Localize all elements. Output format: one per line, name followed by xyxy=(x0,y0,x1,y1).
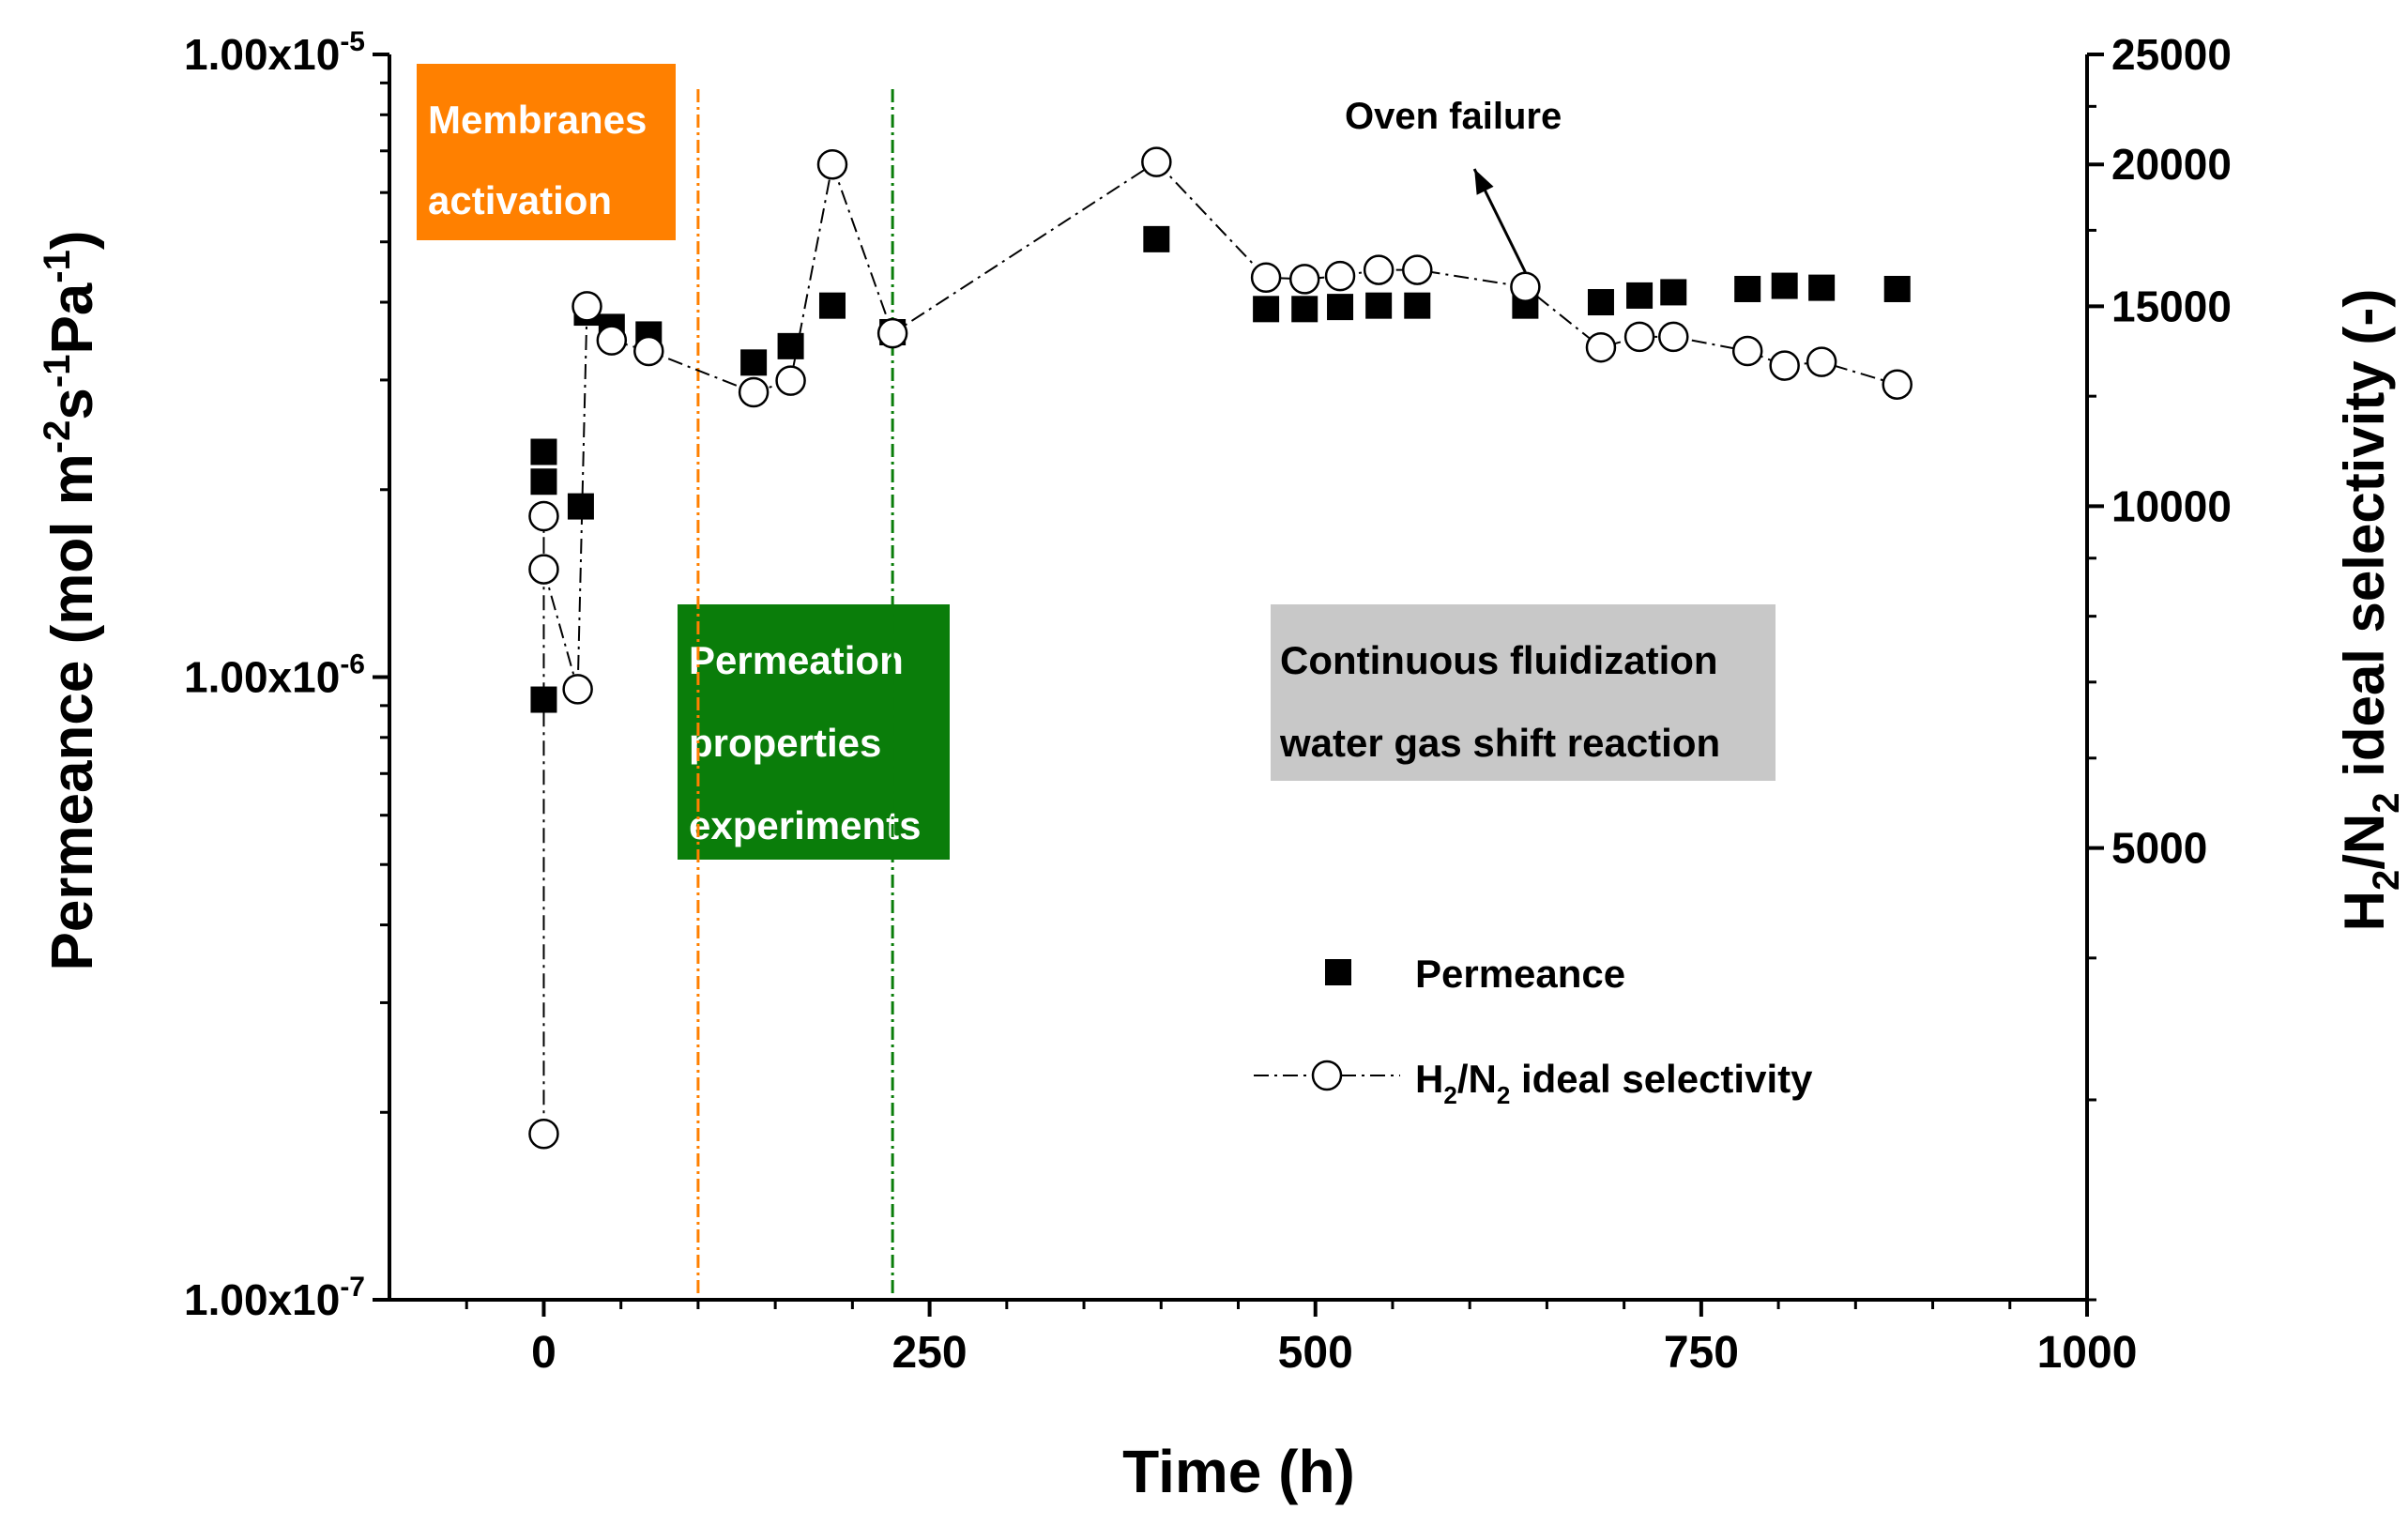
permeance-point xyxy=(1143,225,1170,252)
right-axis-title: H2/N2 ideal selectivity (-) xyxy=(2333,289,2407,932)
membranes-activation-box: Membranes activation xyxy=(417,64,676,240)
permeance-point xyxy=(567,493,594,520)
selectivity-point xyxy=(1324,260,1356,292)
selectivity-point xyxy=(738,376,770,408)
selectivity-point xyxy=(562,674,593,705)
selectivity-point xyxy=(816,148,848,180)
legend-sel-sub1: 2 xyxy=(1443,1081,1456,1109)
permeance-point xyxy=(1404,292,1431,319)
oven-failure-label: Oven failure xyxy=(1345,96,1562,137)
continuous-text-1: Continuous fluidization xyxy=(1280,638,1718,682)
membranes-activation-box-bg xyxy=(417,64,676,240)
selectivity-point xyxy=(1769,350,1800,381)
left-tick-label: 1.00x10-7 xyxy=(184,1272,365,1324)
selectivity-point xyxy=(528,500,559,532)
selectivity-point xyxy=(1141,146,1172,177)
permeance-point xyxy=(777,332,804,359)
selectivity-point xyxy=(876,317,908,349)
selectivity-point xyxy=(1402,254,1433,285)
legend: Permeance H2/N2 ideal selectivity xyxy=(1254,952,1813,1109)
x-tick-label: 500 xyxy=(1278,1328,1353,1378)
permeance-point xyxy=(1327,294,1354,321)
right-tick-label: 10000 xyxy=(2111,481,2232,530)
x-tick-label: 250 xyxy=(892,1328,968,1378)
permeation-box-bg xyxy=(678,604,950,860)
permeance-point xyxy=(818,292,846,319)
selectivity-point xyxy=(1288,264,1320,295)
permeance-point xyxy=(1626,282,1654,309)
legend-sel-h: H xyxy=(1415,1057,1443,1101)
x-tick-label: 750 xyxy=(1664,1328,1739,1378)
permeance-point xyxy=(1734,275,1761,302)
permeance-point xyxy=(1808,274,1836,301)
permeance-point xyxy=(1587,289,1614,316)
permeation-text-1: Permeation xyxy=(689,638,904,682)
permeance-point xyxy=(740,349,768,376)
left-tick-label: 1.00x10-6 xyxy=(184,649,365,702)
x-axis-title: Time (h) xyxy=(1122,1438,1355,1505)
legend-permeance-label: Permeance xyxy=(1415,952,1625,996)
permeance-point xyxy=(530,686,557,713)
legend-sel-n: /N xyxy=(1457,1057,1497,1101)
selectivity-point xyxy=(633,335,664,367)
permeance-point xyxy=(1771,272,1798,299)
permeance-point xyxy=(1253,296,1280,323)
selectivity-point xyxy=(528,1118,559,1150)
permeance-point xyxy=(1365,292,1393,319)
permeance-point xyxy=(530,438,557,465)
permeation-text-2: properties xyxy=(689,721,881,765)
left-axis-title: Permeance (mol m-2s-1Pa-1) xyxy=(37,230,105,970)
x-tick-label: 0 xyxy=(531,1328,556,1378)
continuous-text-2: water gas shift reaction xyxy=(1279,721,1720,765)
legend-selectivity-marker xyxy=(1311,1060,1343,1091)
selectivity-point xyxy=(1363,254,1395,285)
membranes-activation-text-2: activation xyxy=(428,178,612,222)
right-tick-label: 25000 xyxy=(2111,30,2232,79)
phase-lines xyxy=(696,89,894,1300)
oven-failure-annotation: Oven failure xyxy=(1345,96,1562,273)
selectivity-point xyxy=(1882,369,1913,400)
selectivity-point xyxy=(1585,331,1617,363)
selectivity-point xyxy=(596,325,628,356)
selectivity-point xyxy=(572,291,602,322)
selectivity-point xyxy=(775,365,806,396)
selectivity-point xyxy=(1658,321,1689,353)
left-axis-ticks: 1.00x10-5 1.00x10-6 1.00x10-7 xyxy=(184,26,389,1324)
legend-permeance-marker xyxy=(1325,959,1351,985)
continuous-box: Continuous fluidization water gas shift … xyxy=(1271,604,1776,781)
permeance-point xyxy=(1291,296,1318,323)
legend-sel-rest: ideal selectivity xyxy=(1510,1057,1813,1101)
permeance-series xyxy=(530,225,1911,713)
x-axis-ticks: 0 250 500 750 1000 xyxy=(465,1300,2138,1378)
permeance-point xyxy=(1883,275,1911,302)
right-axis-ticks: 5000 10000 15000 20000 25000 xyxy=(2087,30,2232,1302)
permeance-point xyxy=(1660,279,1687,306)
left-tick-label: 1.00x10-5 xyxy=(184,26,365,79)
legend-sel-sub2: 2 xyxy=(1497,1081,1510,1109)
selectivity-point xyxy=(1806,346,1837,377)
legend-selectivity-label: H2/N2 ideal selectivity xyxy=(1415,1057,1813,1109)
selectivity-point xyxy=(1250,262,1282,294)
selectivity-point xyxy=(1623,321,1655,353)
right-tick-label: 20000 xyxy=(2111,140,2232,189)
permeation-box: Permeation properties experiments xyxy=(678,604,950,860)
right-tick-label: 5000 xyxy=(2111,824,2207,873)
selectivity-series xyxy=(528,146,1913,1150)
selectivity-point xyxy=(528,554,559,585)
permeance-point xyxy=(530,468,557,496)
selectivity-point xyxy=(1731,335,1763,367)
oven-failure-arrowhead xyxy=(1474,169,1494,195)
continuous-box-bg xyxy=(1271,604,1776,781)
permeation-text-3: experiments xyxy=(689,803,921,847)
x-tick-label: 1000 xyxy=(2037,1328,2138,1378)
right-tick-label: 15000 xyxy=(2111,282,2232,330)
membranes-activation-text-1: Membranes xyxy=(428,98,647,142)
selectivity-point xyxy=(1510,271,1541,303)
